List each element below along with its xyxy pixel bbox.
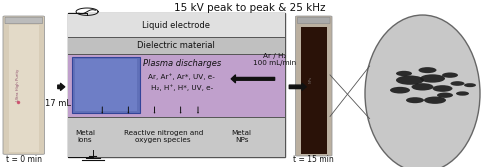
Bar	[301, 27, 326, 154]
Text: Dielectric material: Dielectric material	[138, 41, 215, 50]
Bar	[68, 13, 285, 37]
Text: Liquid electrode: Liquid electrode	[142, 21, 210, 30]
Text: Plasma discharges: Plasma discharges	[142, 59, 221, 68]
Text: NPs: NPs	[308, 75, 312, 83]
FancyBboxPatch shape	[298, 17, 330, 24]
Text: Metal
ions: Metal ions	[75, 130, 95, 143]
Text: Metal
NPs: Metal NPs	[232, 130, 252, 143]
Bar	[74, 59, 137, 111]
Bar	[72, 57, 140, 113]
Text: 15 kV peak to peak & 25 kHz: 15 kV peak to peak & 25 kHz	[174, 3, 326, 13]
Text: Ultra High Purity: Ultra High Purity	[16, 69, 20, 101]
Bar	[68, 117, 285, 157]
Text: 17 mL: 17 mL	[45, 99, 71, 108]
Bar	[68, 54, 285, 117]
FancyBboxPatch shape	[3, 16, 44, 154]
Text: Ar, Ar⁺, Ar*, UV, e-: Ar, Ar⁺, Ar*, UV, e-	[148, 74, 215, 80]
Text: Ar / H₂
100 mL/min: Ar / H₂ 100 mL/min	[254, 53, 296, 66]
Text: t = 15 min: t = 15 min	[294, 155, 334, 164]
Text: Reactive nitrogen and
oxygen species: Reactive nitrogen and oxygen species	[124, 130, 203, 143]
Bar	[9, 25, 38, 152]
Text: t = 0 min: t = 0 min	[6, 155, 42, 164]
Bar	[68, 37, 285, 54]
FancyBboxPatch shape	[5, 17, 43, 24]
Text: H₂, H⁺, H*, UV, e-: H₂, H⁺, H*, UV, e-	[150, 84, 213, 91]
Bar	[68, 13, 285, 157]
Ellipse shape	[365, 15, 480, 167]
FancyBboxPatch shape	[296, 16, 332, 156]
